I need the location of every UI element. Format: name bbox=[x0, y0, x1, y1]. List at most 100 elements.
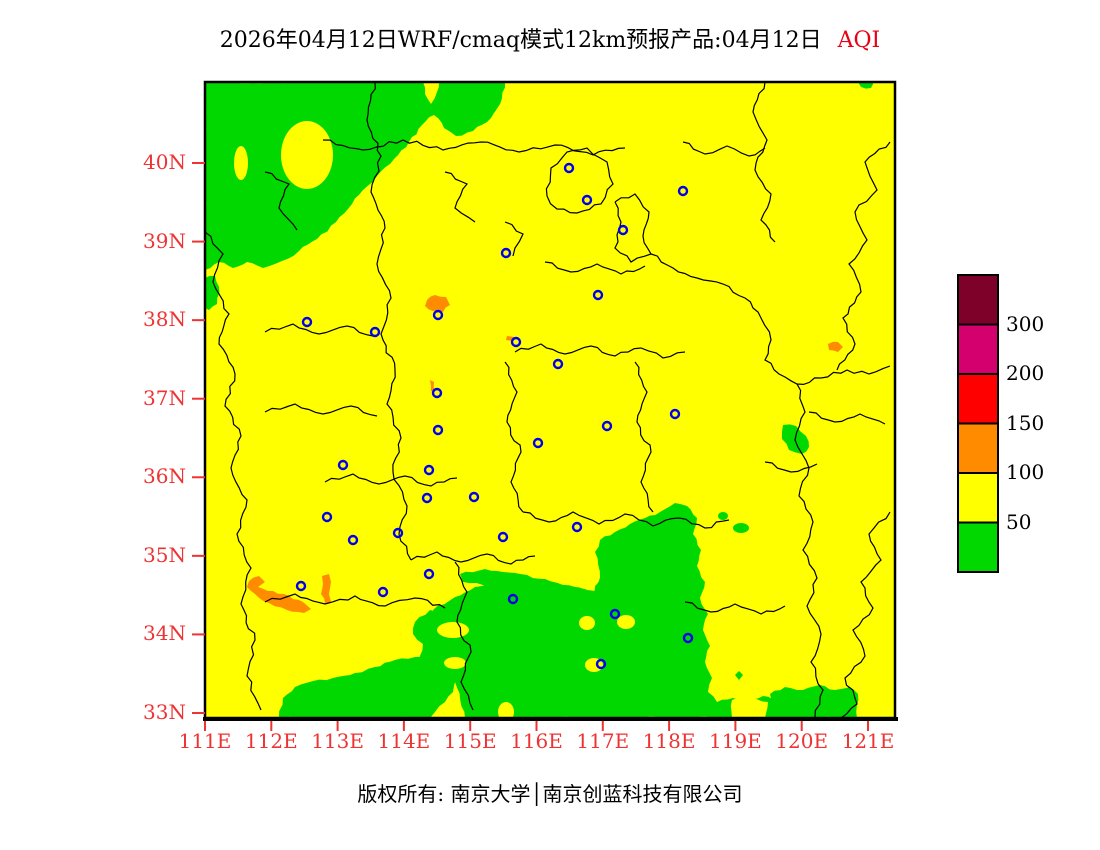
moderate-aqi-enclave bbox=[437, 622, 469, 638]
elevated-aqi-spots bbox=[247, 295, 843, 613]
moderate-aqi-enclave bbox=[579, 616, 595, 630]
good-aqi-region bbox=[205, 275, 220, 310]
city-marker bbox=[432, 424, 444, 436]
good-aqi-region bbox=[770, 685, 859, 718]
city-marker bbox=[581, 194, 593, 206]
lat-tick-label: 40N bbox=[143, 150, 186, 174]
lat-tick-label: 36N bbox=[143, 464, 186, 489]
legend-color-swatch bbox=[957, 472, 999, 524]
lat-tick-label: 33N bbox=[143, 699, 186, 724]
city-marker bbox=[592, 289, 604, 301]
moderate-aqi-enclave bbox=[444, 657, 466, 669]
good-aqi-region bbox=[279, 656, 457, 718]
province-boundary bbox=[634, 361, 654, 513]
moderate-aqi-enclave bbox=[498, 702, 514, 718]
city-marker bbox=[423, 464, 435, 476]
good-aqi-region bbox=[735, 671, 743, 680]
province-boundary bbox=[752, 82, 776, 243]
city-marker bbox=[369, 326, 381, 338]
city-marker bbox=[571, 521, 583, 533]
legend-color-swatch bbox=[957, 323, 999, 375]
lat-tick-label: 35N bbox=[143, 542, 186, 567]
city-marker bbox=[432, 309, 444, 321]
province-boundary bbox=[794, 383, 824, 718]
province-boundary bbox=[264, 403, 378, 417]
good-aqi-region bbox=[858, 82, 874, 89]
lon-tick-label: 121E bbox=[841, 729, 895, 753]
elevated-aqi-spot bbox=[321, 574, 331, 604]
city-marker bbox=[669, 408, 681, 420]
city-markers bbox=[295, 162, 694, 670]
aqi-legend bbox=[957, 274, 999, 573]
province-boundary bbox=[264, 323, 374, 337]
legend-color-swatch bbox=[957, 422, 999, 474]
legend-scale-label: 100 bbox=[1006, 460, 1045, 484]
lon-tick-label: 114E bbox=[377, 729, 431, 753]
map-content-layer bbox=[205, 82, 895, 718]
city-marker bbox=[392, 527, 404, 539]
lon-tick-label: 115E bbox=[443, 729, 497, 753]
lat-tick-label: 39N bbox=[143, 228, 186, 253]
good-aqi-region bbox=[733, 523, 749, 533]
moderate-aqi-enclave bbox=[234, 146, 248, 180]
province-boundary bbox=[322, 139, 626, 156]
axis-ticks bbox=[192, 162, 869, 731]
province-boundary bbox=[444, 171, 476, 223]
city-marker bbox=[563, 162, 575, 174]
moderate-aqi-enclave bbox=[281, 121, 333, 189]
lon-tick-label: 111E bbox=[178, 729, 232, 753]
city-marker bbox=[377, 586, 389, 598]
province-boundary bbox=[504, 361, 524, 513]
province-boundary bbox=[682, 141, 766, 157]
city-marker bbox=[682, 632, 694, 644]
province-boundary bbox=[840, 511, 891, 718]
lon-tick-label: 112E bbox=[244, 729, 298, 753]
city-marker bbox=[595, 658, 607, 670]
lon-tick-label: 117E bbox=[576, 729, 630, 753]
pollutant-badge: AQI bbox=[837, 28, 881, 53]
province-boundary bbox=[684, 601, 786, 615]
lon-tick-label: 113E bbox=[311, 729, 364, 753]
map-frame bbox=[203, 80, 898, 721]
province-boundary bbox=[324, 473, 458, 487]
legend-color-swatch bbox=[957, 274, 999, 326]
legend-color-swatch bbox=[957, 521, 999, 573]
lat-tick-label: 38N bbox=[143, 307, 186, 332]
province-boundaries bbox=[205, 82, 891, 718]
city-marker bbox=[421, 492, 433, 504]
legend-scale-label: 300 bbox=[1006, 311, 1045, 336]
city-marker bbox=[532, 437, 544, 449]
elevated-aqi-spot bbox=[247, 576, 311, 613]
city-marker bbox=[617, 224, 629, 236]
lon-tick-label: 119E bbox=[709, 729, 762, 753]
province-boundary bbox=[836, 141, 891, 371]
city-marker bbox=[423, 568, 435, 580]
province-boundary bbox=[264, 593, 446, 609]
province-boundary bbox=[808, 411, 886, 425]
province-boundary bbox=[264, 171, 298, 231]
province-boundary bbox=[504, 221, 524, 257]
moderate-aqi-enclaves bbox=[234, 121, 768, 718]
legend-scale-label: 50 bbox=[1006, 509, 1032, 534]
province-boundary bbox=[522, 511, 730, 529]
lon-tick-label: 118E bbox=[642, 729, 696, 753]
lon-tick-label: 120E bbox=[775, 729, 829, 753]
province-boundary bbox=[764, 461, 818, 473]
page-title: 2026年04月12日WRF/cmaq模式12km预报产品:04月12日 AQI bbox=[0, 22, 1100, 54]
city-marker bbox=[677, 185, 689, 197]
good-aqi-region bbox=[205, 82, 505, 270]
moderate-aqi-enclave bbox=[730, 697, 768, 718]
legend-color-swatch bbox=[957, 373, 999, 425]
province-boundary bbox=[410, 551, 536, 565]
good-aqi-region bbox=[413, 604, 505, 678]
province-boundary bbox=[454, 561, 474, 711]
lat-tick-label: 37N bbox=[143, 385, 186, 410]
city-marker bbox=[337, 459, 349, 471]
good-aqi-region bbox=[589, 503, 797, 718]
city-marker bbox=[500, 247, 512, 259]
city-marker bbox=[601, 420, 613, 432]
good-aqi-region bbox=[718, 512, 728, 520]
city-marker bbox=[552, 358, 564, 370]
